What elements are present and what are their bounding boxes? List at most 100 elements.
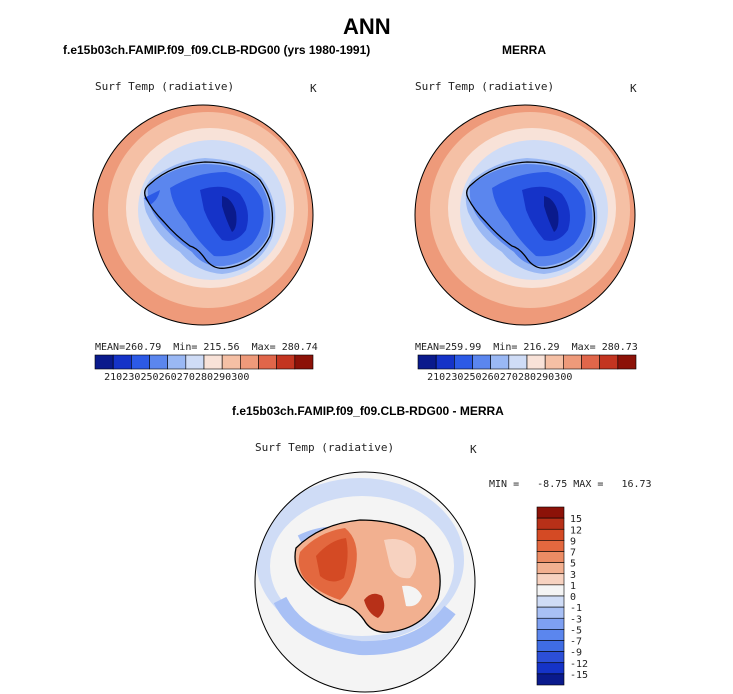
colorbar-2-swatch-4 [490,354,510,370]
panel-2-mean-label: MEAN= [415,342,446,353]
colorbar-2-swatch-0 [417,354,437,370]
colorbar-3-tick-label: -15 [570,670,588,681]
colorbar-2-swatch-8 [563,354,582,370]
panel-1-variable-label: Surf Temp (radiative) [95,80,235,93]
colorbar-1-tick-label: 260 [159,372,177,383]
colorbar-2-tick-label: 250 [463,372,481,383]
colorbar-1-swatch-8 [240,354,259,370]
colorbar-1-tick-label: 280 [195,372,213,383]
colorbar-1-swatch-11 [294,354,314,370]
colorbar-2-tick-label: 290 [536,372,554,383]
panel-2-mean-value: 259.99 [445,342,482,353]
colorbar-1-swatch-4 [167,354,187,370]
panel-1-stats: MEAN=260.79 Min= 215.56 Max= 280.74 [95,342,318,353]
colorbar-1-tick-label: 250 [140,372,158,383]
colorbar-2-tick-label: 230 [445,372,463,383]
colorbar-1-swatch-10 [276,354,296,370]
panel-2-stats: MEAN=259.99 Min= 216.29 Max= 280.73 [415,342,638,353]
colorbar-2-swatch-6 [526,354,546,370]
colorbar-3-swatch-1 [536,517,565,530]
panel-1-min-value: 215.56 [203,342,240,353]
colorbar-3-swatch-11 [536,629,565,641]
panel-3-min-max: MIN = -8.75 MAX = 16.73 [489,479,652,490]
panel-1-max-label: Max= [251,342,276,353]
colorbar-3-tick-label: 15 [570,514,582,525]
panel-2-units-label: K [630,82,637,95]
colorbar-1-swatch-3 [149,354,168,370]
colorbar-1-swatch-7 [221,354,241,370]
colorbar-3-swatch-0 [536,506,565,519]
colorbar-3-swatch-14 [536,662,565,675]
colorbar-3-swatch-6 [536,573,565,586]
colorbar-3-tick-label: 9 [570,536,576,547]
colorbar-3-tick-label: -9 [570,648,582,659]
colorbar-2-tick-label: 270 [500,372,518,383]
colorbar-1-tick-label: 230 [122,372,140,383]
colorbar-3-tick-label: -7 [570,637,582,648]
colorbar-1-swatch-5 [185,354,205,370]
panel-1-heading: f.e15b03ch.FAMIP.f09_f09.CLB-RDG00 (yrs … [63,43,371,57]
panel-2-max-value: 280.73 [601,342,638,353]
panel-3-heading: f.e15b03ch.FAMIP.f09_f09.CLB-RDG00 - MER… [232,404,504,418]
colorbar-3-swatch-7 [536,584,565,597]
panel-1-min-label: Min= [173,342,198,353]
colorbar-3-tick-label: 0 [570,592,576,603]
map-panel-2 [414,104,636,326]
colorbar-2-swatch-3 [472,354,491,370]
colorbar-3-swatch-3 [536,540,565,552]
panel-1-mean-label: MEAN= [95,342,126,353]
colorbar-2-swatch-9 [581,354,600,370]
colorbar-3-swatch-13 [536,651,565,664]
colorbar-1-swatch-9 [258,354,277,370]
map-panel-3 [254,471,476,693]
map-panel-1 [92,104,314,326]
panel-1-units-label: K [310,82,317,95]
panel-2-heading: MERRA [502,43,546,57]
colorbar-1-tick-label: 270 [177,372,195,383]
panel-3-variable-label: Surf Temp (radiative) [255,441,395,454]
colorbar-3-tick-label: -12 [570,659,588,670]
panel-2-max-label: Max= [571,342,596,353]
colorbar-1-tick-label: 210 [104,372,122,383]
colorbar-3-swatch-5 [536,562,565,575]
colorbar-3-tick-label: 3 [570,570,576,581]
colorbar-3-tick-label: 12 [570,525,582,536]
colorbar-3-tick-label: -3 [570,614,582,625]
colorbar-panel-1: 210 230 250 260 270 280 290 300 [94,354,314,383]
colorbar-3-tick-label: -5 [570,625,582,636]
colorbar-2-tick-label: 280 [518,372,536,383]
colorbar-1-tick-label: 300 [231,372,249,383]
colorbar-3-swatch-2 [536,528,565,541]
colorbar-3-swatch-15 [536,673,565,686]
colorbar-3-tick-label: -1 [570,603,582,614]
colorbar-3-tick-label: 5 [570,559,576,570]
colorbar-1-swatch-6 [203,354,223,370]
colorbar-1-swatch-2 [131,354,150,370]
panel-2-min-label: Min= [493,342,518,353]
colorbar-2-swatch-10 [599,354,619,370]
panel-1-max-value: 280.74 [281,342,318,353]
colorbar-3-swatch-8 [536,595,565,608]
colorbar-1-swatch-0 [94,354,114,370]
colorbar-2-tick-label: 300 [554,372,572,383]
colorbar-2-swatch-11 [617,354,637,370]
colorbar-3-swatch-10 [536,617,565,630]
colorbar-3-tick-label: 1 [570,581,576,592]
colorbar-2-swatch-1 [435,354,455,370]
colorbar-2-swatch-7 [544,354,564,370]
colorbar-2-swatch-5 [508,354,528,370]
panel-2-variable-label: Surf Temp (radiative) [415,80,555,93]
colorbar-3-tick-label: 7 [570,548,576,559]
colorbar-1-tick-label: 290 [213,372,231,383]
main-title: ANN [343,14,391,39]
colorbar-1-swatch-1 [112,354,132,370]
colorbar-2-tick-label: 260 [482,372,500,383]
panel-1-mean-value: 260.79 [125,342,162,353]
colorbar-panel-2: 210 230 250 260 270 280 290 300 [417,354,637,383]
panel-2-min-value: 216.29 [523,342,560,353]
colorbar-3-swatch-12 [536,640,565,652]
colorbar-2-tick-label: 210 [427,372,445,383]
colorbar-2-swatch-2 [454,354,473,370]
